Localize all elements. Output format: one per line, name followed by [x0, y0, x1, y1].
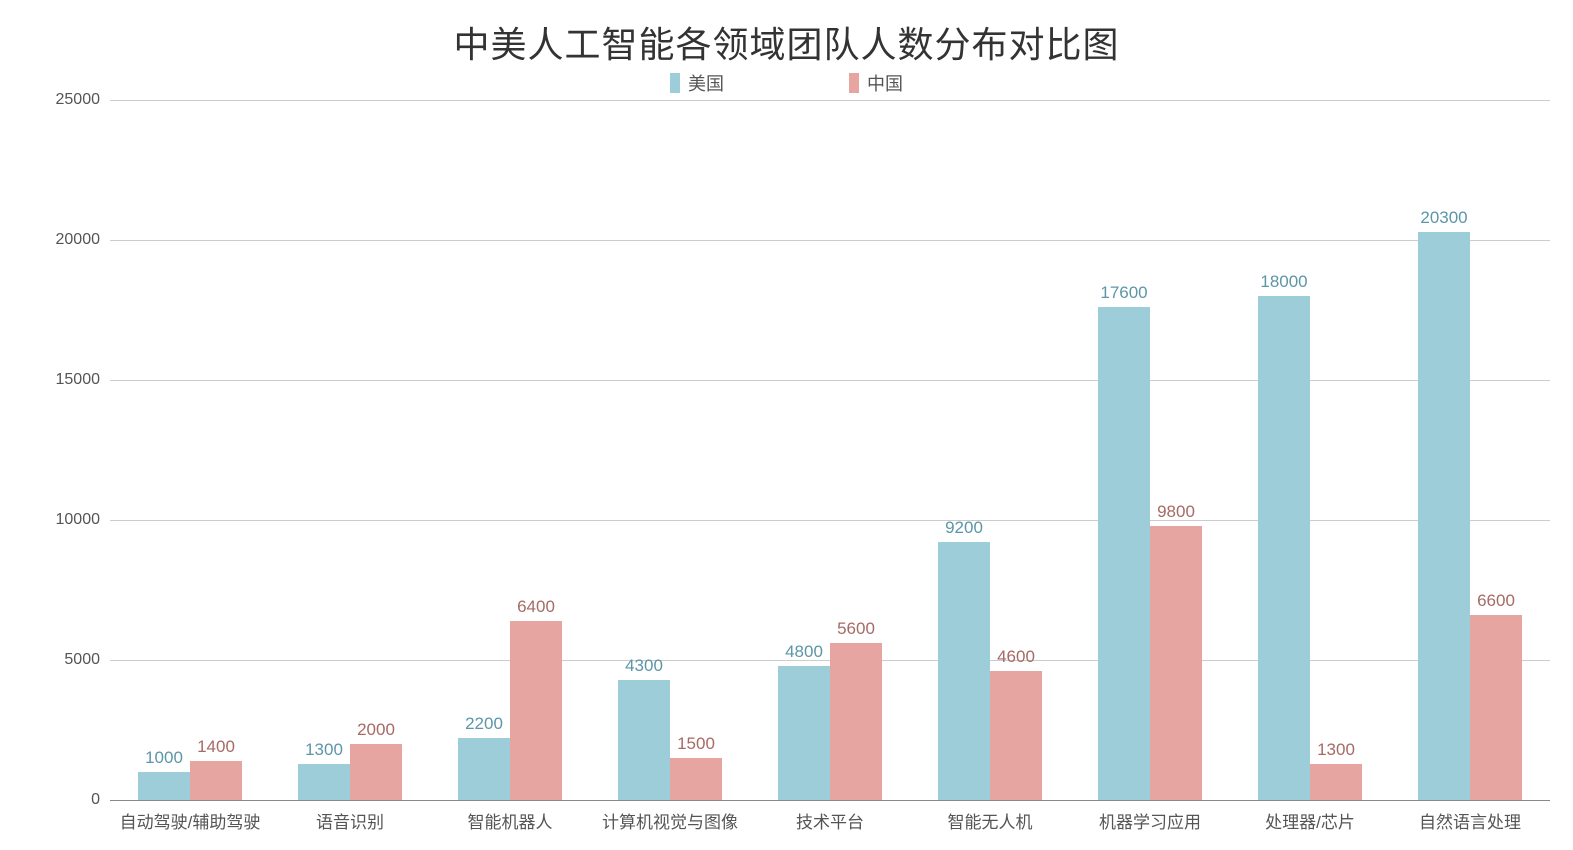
x-axis-label: 自动驾驶/辅助驾驶 [120, 808, 261, 833]
legend-swatch-china [849, 73, 859, 93]
y-axis-label: 20000 [20, 231, 100, 249]
bar-value-usa: 4300 [625, 656, 663, 676]
bar-value-china: 1300 [1317, 740, 1355, 760]
bar-china [670, 758, 722, 800]
bar-china [1150, 526, 1202, 800]
x-axis-label: 技术平台 [796, 808, 864, 833]
gridline [110, 520, 1550, 521]
bar-china [190, 761, 242, 800]
bar-value-usa: 2200 [465, 714, 503, 734]
gridline [110, 380, 1550, 381]
y-axis-label: 25000 [20, 91, 100, 109]
bar-china [1310, 764, 1362, 800]
legend-swatch-usa [670, 73, 680, 93]
chart-title: 中美人工智能各领域团队人数分布对比图 [0, 16, 1573, 68]
x-axis-label: 智能无人机 [948, 808, 1033, 833]
legend-item-usa: 美国 [670, 70, 724, 96]
legend-label-usa: 美国 [688, 70, 724, 96]
bar-china [830, 643, 882, 800]
x-axis-baseline [110, 800, 1550, 801]
x-axis-label: 机器学习应用 [1099, 808, 1201, 833]
bar-china [990, 671, 1042, 800]
bar-value-china: 1500 [677, 734, 715, 754]
bar-value-usa: 18000 [1260, 272, 1307, 292]
plot-area: 1000 1400 1300 2000 2200 6400 4300 1500 4800 5600… [110, 100, 1550, 800]
bar-value-china: 5600 [837, 619, 875, 639]
bar-usa [1418, 232, 1470, 800]
bar-value-usa: 17600 [1100, 283, 1147, 303]
bar-value-usa: 4800 [785, 642, 823, 662]
bar-usa [1258, 296, 1310, 800]
y-axis-label: 15000 [20, 371, 100, 389]
bar-value-china: 6400 [517, 597, 555, 617]
y-axis-label: 10000 [20, 511, 100, 529]
bar-value-china: 1400 [197, 737, 235, 757]
bar-value-china: 9800 [1157, 502, 1195, 522]
bar-usa [458, 738, 510, 800]
bar-value-china: 6600 [1477, 591, 1515, 611]
chart-container: 中美人工智能各领域团队人数分布对比图 美国 中国 1000 1400 1300 200… [0, 0, 1573, 850]
bar-usa [778, 666, 830, 800]
y-axis-label: 0 [20, 791, 100, 809]
x-axis-label: 自然语言处理 [1419, 808, 1521, 833]
x-axis-label: 语音识别 [316, 808, 384, 833]
bar-china [510, 621, 562, 800]
bar-value-usa: 9200 [945, 518, 983, 538]
x-axis-label: 处理器/芯片 [1265, 808, 1355, 833]
x-axis-label: 智能机器人 [468, 808, 553, 833]
gridline [110, 240, 1550, 241]
bar-usa [618, 680, 670, 800]
gridline [110, 100, 1550, 101]
legend-item-china: 中国 [849, 70, 903, 96]
bar-value-usa: 1300 [305, 740, 343, 760]
bar-value-china: 2000 [357, 720, 395, 740]
bar-value-usa: 1000 [145, 748, 183, 768]
y-axis-label: 5000 [20, 651, 100, 669]
bar-china [1470, 615, 1522, 800]
legend-label-china: 中国 [867, 70, 903, 96]
legend: 美国 中国 [0, 70, 1573, 98]
bar-usa [1098, 307, 1150, 800]
x-axis-label: 计算机视觉与图像 [602, 808, 738, 833]
bar-usa [938, 542, 990, 800]
bar-value-usa: 20300 [1420, 208, 1467, 228]
bar-value-china: 4600 [997, 647, 1035, 667]
bar-china [350, 744, 402, 800]
bar-usa [138, 772, 190, 800]
bar-usa [298, 764, 350, 800]
